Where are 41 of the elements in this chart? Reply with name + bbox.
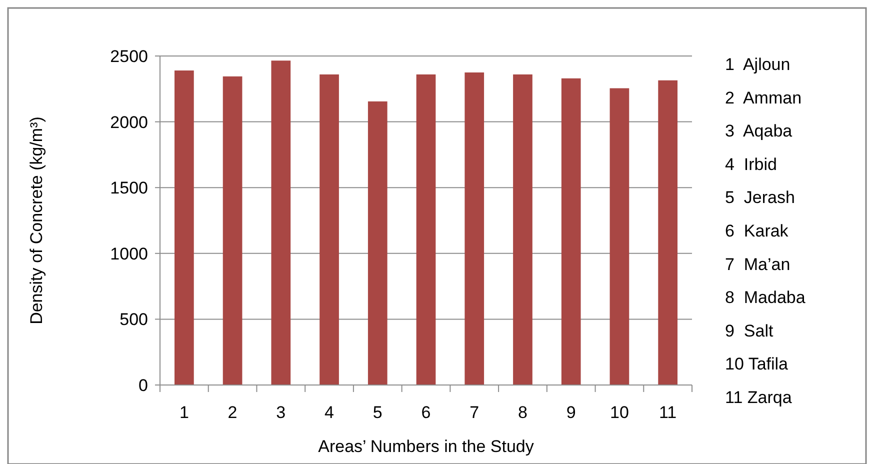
x-tick-label: 9 — [566, 403, 576, 422]
x-tick-label: 6 — [421, 403, 431, 422]
x-tick-label: 5 — [372, 403, 382, 422]
bar — [174, 70, 194, 385]
bar — [222, 76, 242, 385]
text: 1 Ajloun — [725, 55, 790, 74]
bar — [416, 74, 436, 385]
text: 3 Aqaba — [725, 122, 793, 141]
text: 5 Jerash — [725, 188, 795, 208]
y-tick-label: 1000 — [110, 244, 148, 264]
x-tick-label: 8 — [518, 403, 528, 422]
y-tick-label: 2000 — [110, 112, 148, 132]
text: 9 Salt — [725, 321, 774, 340]
x-tick-label: 10 — [610, 403, 629, 422]
bar — [610, 88, 630, 385]
bar — [368, 101, 388, 385]
y-tick-label: 0 — [138, 376, 148, 395]
x-tick-label: 4 — [324, 403, 334, 422]
bar — [561, 78, 581, 385]
x-axis-title: Areas’ Numbers in the Study — [318, 437, 534, 456]
bar — [658, 80, 678, 385]
text: 2 Amman — [725, 88, 802, 108]
bar — [271, 60, 291, 385]
text: 4 Irbid — [725, 154, 777, 174]
bar — [513, 74, 532, 385]
y-axis-title: Density of Concrete (kg/m³) — [27, 116, 46, 324]
y-tick-label: 500 — [120, 310, 148, 330]
text: 8 Madaba — [725, 288, 806, 308]
x-tick-label: 7 — [470, 403, 480, 422]
bar — [464, 72, 484, 385]
x-tick-label: 11 — [658, 403, 677, 422]
x-tick-label: 1 — [179, 403, 189, 422]
y-tick-label: 2500 — [110, 46, 148, 66]
text: 11 Zarqa — [725, 388, 792, 407]
y-tick-label: 1500 — [110, 178, 148, 198]
x-tick-label: 3 — [276, 403, 286, 422]
text: 6 Karak — [725, 222, 789, 240]
x-tick-label: 2 — [228, 403, 238, 422]
bar — [320, 74, 339, 385]
text: 10 Tafila — [725, 354, 789, 374]
text: 7 Ma’an — [725, 254, 790, 274]
